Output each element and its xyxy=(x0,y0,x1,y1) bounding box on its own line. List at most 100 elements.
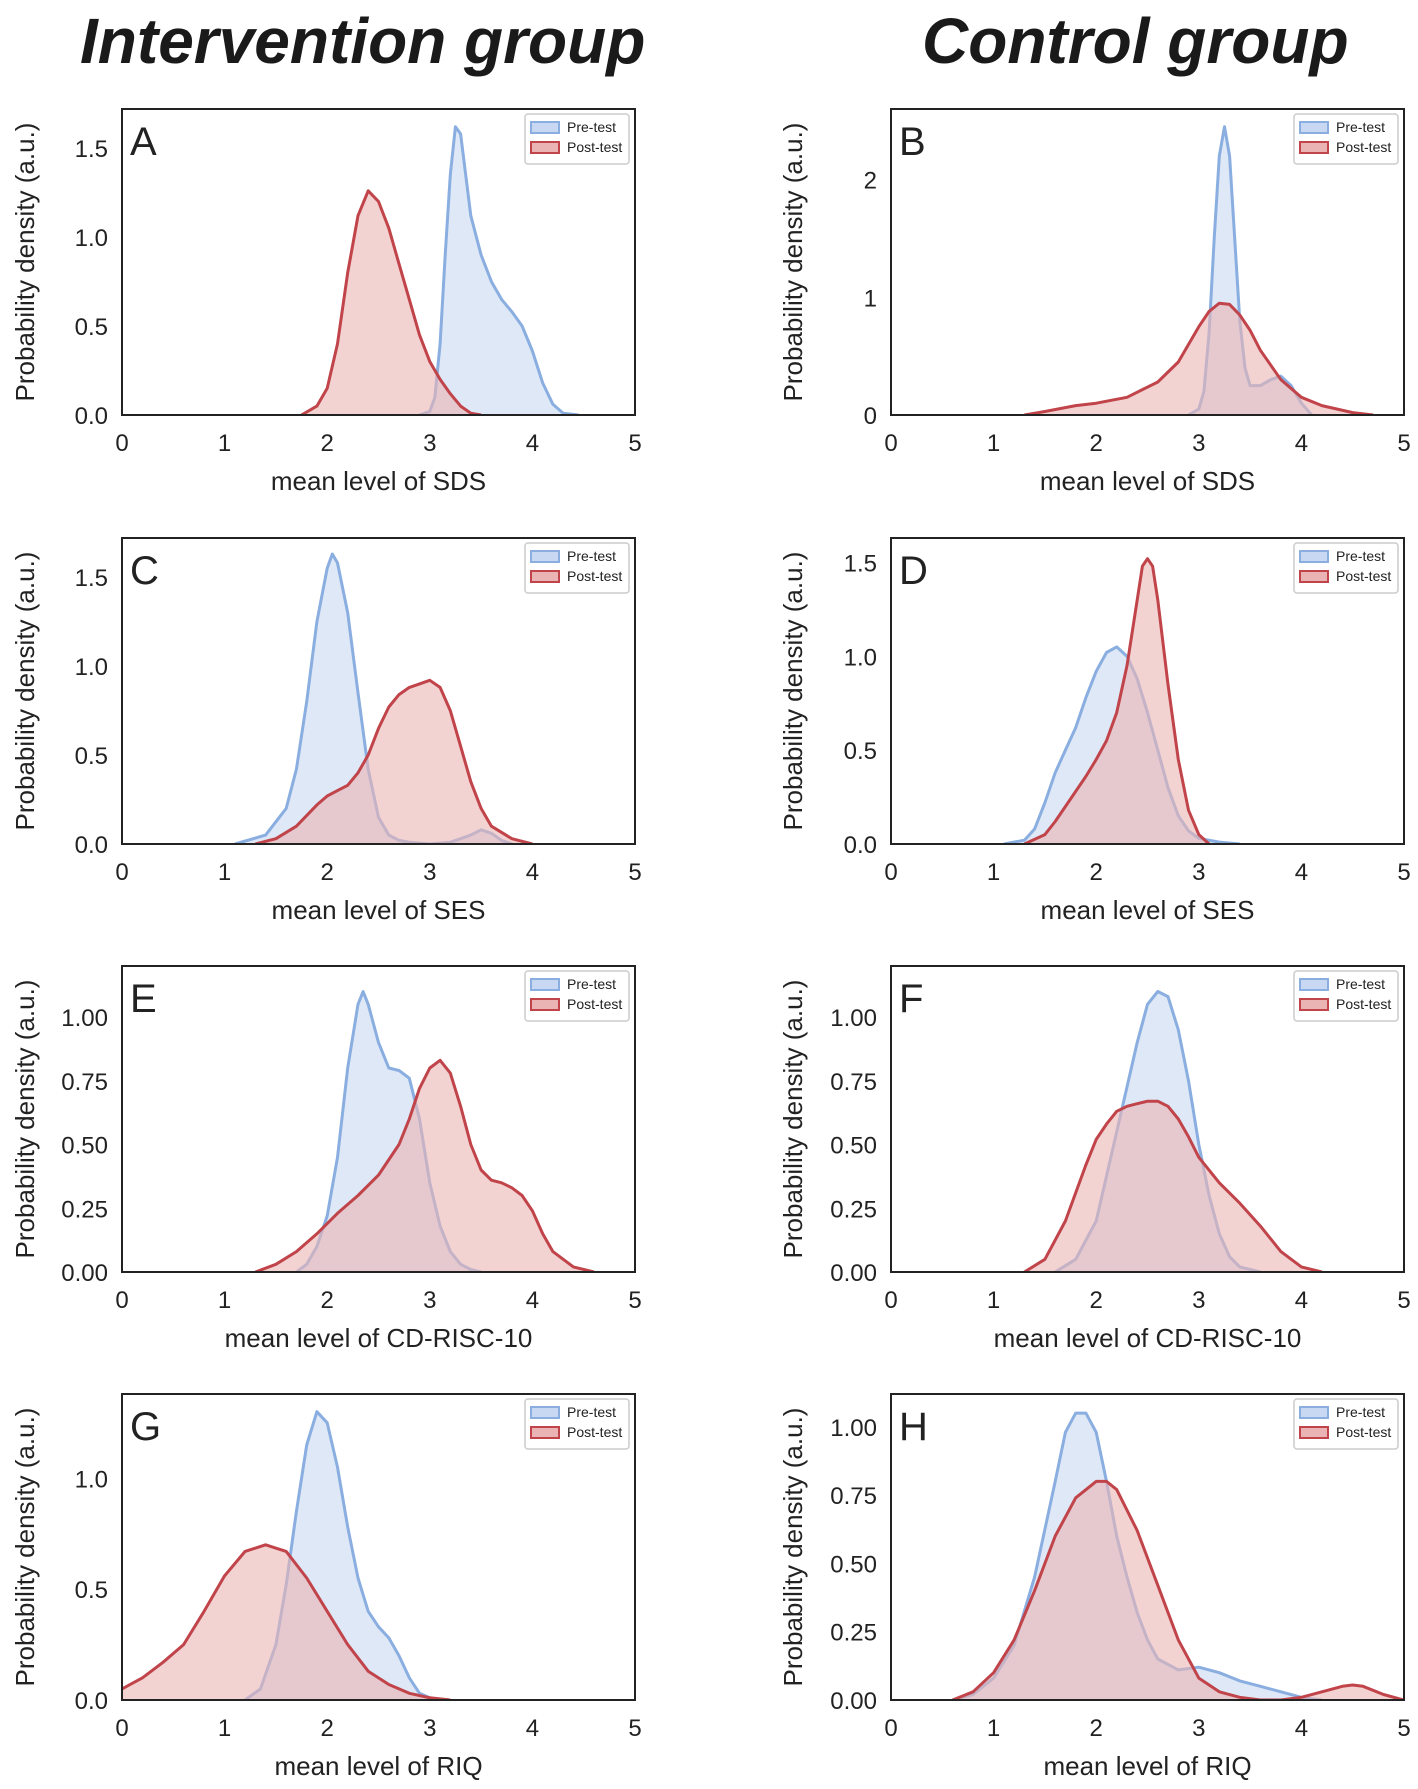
x-tick-label: 2 xyxy=(321,859,334,886)
series-post-line-b xyxy=(1024,301,1374,415)
series-pre-area-c xyxy=(234,554,512,844)
plot-area-f xyxy=(1023,990,1323,1272)
legend-label-post: Post-test xyxy=(567,1424,622,1440)
y-tick-label: 0.00 xyxy=(830,1260,877,1287)
x-axis-label-h: mean level of RIQ xyxy=(1043,1751,1251,1781)
legend-label-post: Post-test xyxy=(1336,139,1391,155)
x-tick-label: 1 xyxy=(987,1287,1000,1314)
x-tick-label: 2 xyxy=(1090,1287,1103,1314)
x-tick-label: 5 xyxy=(628,1287,641,1314)
series-post-line-f xyxy=(1023,1099,1323,1272)
series-post-line-h xyxy=(952,1479,1404,1700)
series-post-area-b xyxy=(1024,303,1374,415)
y-tick-label: 0.75 xyxy=(830,1483,877,1510)
legend-label-post: Post-test xyxy=(1336,1424,1391,1440)
y-tick-label: 0.25 xyxy=(830,1620,877,1647)
axes-frame-b xyxy=(890,108,1405,416)
x-tick-label: 1 xyxy=(218,1715,231,1742)
panel-a: 0 1 2 3 4 5 0.0 0.5 1.0 1.5 mean level of SDS Proba… xyxy=(10,108,642,496)
x-tick-label: 5 xyxy=(628,859,641,886)
axes-frame-e xyxy=(121,965,636,1273)
x-tick-label: 4 xyxy=(1295,859,1308,886)
x-axis-label-c: mean level of SES xyxy=(272,895,486,925)
y-tick-label: 0.50 xyxy=(61,1133,108,1160)
x-tick-label: 5 xyxy=(1397,859,1410,886)
x-tick-label: 4 xyxy=(1295,1715,1308,1742)
y-axis-label-e: Probability density (a.u.) xyxy=(10,980,40,1259)
y-tick-label: 0.0 xyxy=(844,832,877,859)
legend-label-pre: Pre-test xyxy=(1336,976,1385,992)
series-post-area-e xyxy=(255,1060,594,1272)
y-axis-label-a: Probability density (a.u.) xyxy=(10,123,40,402)
x-tick-label: 1 xyxy=(987,859,1000,886)
x-axis-label-e: mean level of CD-RISC-10 xyxy=(225,1323,533,1353)
panel-letter-g: G xyxy=(130,1405,161,1449)
axes-frame-d xyxy=(890,537,1405,845)
x-tick-label: 2 xyxy=(1090,1715,1103,1742)
legend-label-pre: Pre-test xyxy=(567,548,616,564)
y-tick-label: 1.00 xyxy=(830,1005,877,1032)
x-tick-label: 2 xyxy=(1090,859,1103,886)
panel-letter-c: C xyxy=(130,549,159,593)
panel-b: 0 1 2 3 4 5 0 1 2 mean level of SDS Probability de… xyxy=(778,108,1411,496)
x-tick-label: 1 xyxy=(218,859,231,886)
panel-f: 0 1 2 3 4 5 0.00 0.25 0.50 0.75 1.00 mean level of … xyxy=(778,965,1411,1353)
legend-swatch-pre xyxy=(530,978,560,991)
legend-label-post: Post-test xyxy=(567,139,622,155)
y-tick-label: 1.5 xyxy=(75,565,108,592)
series-post-line-e xyxy=(254,1058,595,1272)
series-post-area-f xyxy=(1024,1101,1322,1272)
x-tick-label: 2 xyxy=(1090,430,1103,457)
x-tick-label: 5 xyxy=(628,430,641,457)
y-tick-label: 0.0 xyxy=(75,1688,108,1715)
plot-area-b xyxy=(1024,125,1374,415)
x-tick-label: 4 xyxy=(1295,1287,1308,1314)
x-tick-label: 3 xyxy=(1192,430,1205,457)
y-tick-label: 1 xyxy=(864,285,877,312)
y-axis-label-g: Probability density (a.u.) xyxy=(10,1408,40,1687)
intervention-group-title: Intervention group xyxy=(80,5,646,77)
y-tick-label: 0.25 xyxy=(830,1196,877,1223)
x-tick-label: 1 xyxy=(218,1287,231,1314)
y-tick-label: 1.0 xyxy=(75,1466,108,1493)
panel-letter-b: B xyxy=(899,120,926,164)
panel-h: 0 1 2 3 4 5 0.00 0.25 0.50 0.75 1.00 mean level of … xyxy=(778,1393,1411,1781)
y-axis-label-h: Probability density (a.u.) xyxy=(778,1408,808,1687)
x-tick-label: 0 xyxy=(884,1715,897,1742)
y-tick-label: 0.5 xyxy=(844,738,877,765)
plot-area-g xyxy=(122,1410,451,1700)
y-tick-label: 0.5 xyxy=(75,1577,108,1604)
series-post-line-g xyxy=(122,1543,451,1700)
y-tick-label: 0 xyxy=(864,403,877,430)
x-tick-label: 0 xyxy=(884,430,897,457)
x-tick-label: 4 xyxy=(526,430,539,457)
control-group-title: Control group xyxy=(922,5,1349,77)
panel-e: 0 1 2 3 4 5 0.00 0.25 0.50 0.75 1.00 mean level of … xyxy=(10,965,642,1353)
legend-label-pre: Pre-test xyxy=(1336,548,1385,564)
axes-frame-f xyxy=(890,965,1405,1273)
legend-swatch-post xyxy=(530,141,560,154)
y-tick-label: 1.0 xyxy=(844,644,877,671)
y-tick-label: 1.0 xyxy=(75,654,108,681)
panel-c: 0 1 2 3 4 5 0.0 0.5 1.0 1.5 mean level of SES Proba… xyxy=(10,537,642,925)
y-axis-label-f: Probability density (a.u.) xyxy=(778,980,808,1259)
legend-swatch-post xyxy=(1299,998,1329,1011)
panel-letter-h: H xyxy=(899,1405,928,1449)
y-tick-label: 0.00 xyxy=(830,1688,877,1715)
legend-label-pre: Pre-test xyxy=(567,976,616,992)
x-tick-label: 3 xyxy=(1192,1287,1205,1314)
series-post-line-a xyxy=(300,189,482,415)
x-tick-label: 0 xyxy=(115,1715,128,1742)
axes-frame-c xyxy=(121,537,636,845)
y-tick-label: 1.5 xyxy=(75,136,108,163)
x-tick-label: 3 xyxy=(423,1287,436,1314)
x-axis-label-d: mean level of SES xyxy=(1041,895,1255,925)
x-tick-label: 1 xyxy=(987,430,1000,457)
y-tick-label: 1.0 xyxy=(75,225,108,252)
legend-label-post: Post-test xyxy=(1336,568,1391,584)
x-tick-label: 5 xyxy=(1397,430,1410,457)
x-tick-label: 0 xyxy=(115,430,128,457)
panel-d: 0 1 2 3 4 5 0.0 0.5 1.0 1.5 mean level of SES Proba… xyxy=(778,537,1411,925)
axes-frame-g xyxy=(121,1393,636,1701)
